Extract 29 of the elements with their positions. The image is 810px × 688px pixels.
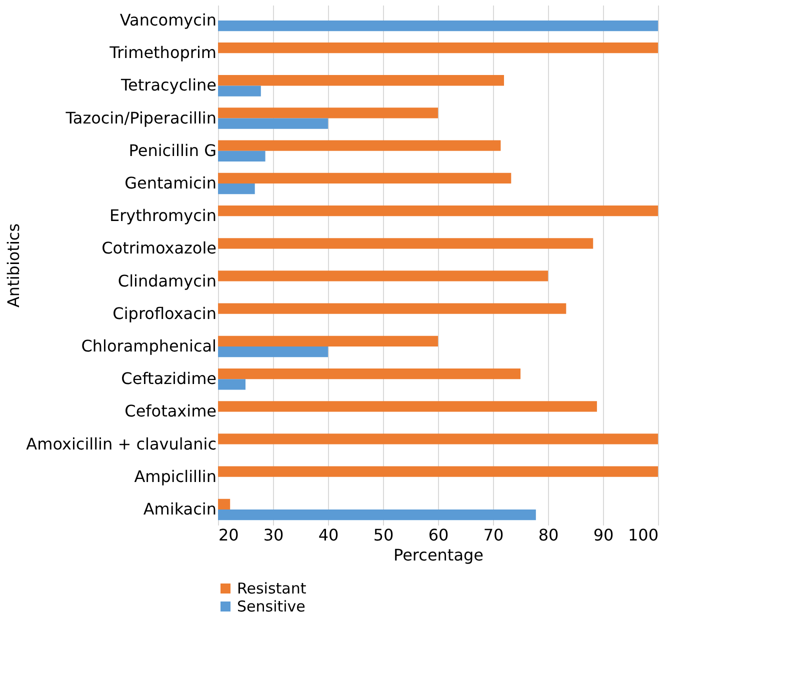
y-tick-label: Cefotaxime (124, 402, 216, 421)
y-tick-label: Amikacin (143, 500, 216, 519)
y-tick-label: Penicillin G (128, 140, 216, 160)
y-tick-label: Gentamicin (124, 173, 216, 192)
y-tick-label: Tazocin/Piperacillin (64, 108, 216, 128)
y-tick-label: Erythromycin (109, 206, 216, 226)
y-tick-label: Amoxicillin + clavulanic (26, 434, 216, 454)
y-tick-label: Trimethoprim (108, 43, 216, 62)
legend-label: Resistant (237, 580, 306, 598)
y-tick-label: Chloramphenical (81, 336, 216, 356)
y-tick-label: Vancomycin (120, 10, 216, 30)
x-tick-label: 90 (593, 526, 614, 544)
legend-label: Sensitive (237, 598, 306, 616)
x-tick-label: 100 (628, 526, 658, 544)
x-tick-label: 70 (483, 526, 504, 544)
x-tick-label: 60 (428, 526, 449, 544)
y-tick-label: Ceftazidime (121, 369, 216, 388)
x-tick-label: 40 (318, 526, 339, 544)
y-tick-label: Clindamycin (118, 271, 216, 290)
x-tick-label: 80 (538, 526, 559, 544)
y-tick-label: Cotrimoxazole (102, 238, 216, 258)
x-tick-label: 50 (373, 526, 394, 544)
x-axis-title: Percentage (393, 546, 484, 564)
y-tick-label: Tetracycline (120, 76, 216, 95)
y-tick-label: Ciprofloxacin (112, 304, 216, 323)
y-axis-title: Antibiotics (4, 223, 24, 308)
x-tick-label: 20 (218, 526, 239, 544)
x-tick-label: 30 (263, 526, 284, 544)
y-tick-label: Ampiclillin (134, 466, 216, 486)
